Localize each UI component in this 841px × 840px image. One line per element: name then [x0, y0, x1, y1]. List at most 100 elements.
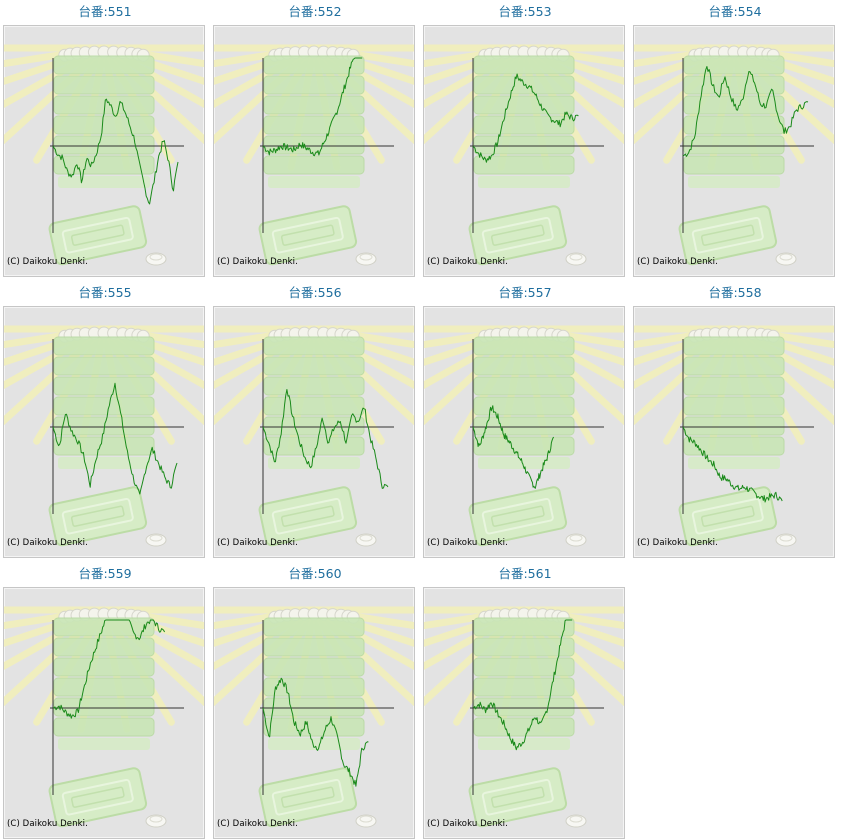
background-artwork	[424, 44, 624, 266]
slump-graph	[260, 57, 394, 233]
machine-cell-9: 台番:560 (C) Daikoku Denki.	[210, 565, 420, 839]
ball-tray	[468, 486, 568, 547]
copyright-text: (C) Daikoku Denki.	[7, 538, 88, 548]
copyright-text: (C) Daikoku Denki.	[7, 819, 88, 829]
slump-graph	[260, 620, 394, 795]
copyright-text: (C) Daikoku Denki.	[217, 538, 298, 548]
slump-graph-panel[interactable]: (C) Daikoku Denki.	[213, 25, 415, 277]
machine-number-link[interactable]: 台番:551	[78, 4, 132, 19]
copyright-text: (C) Daikoku Denki.	[7, 257, 88, 267]
machine-cell-5: 台番:556 (C) Daikoku Denki.	[210, 284, 420, 558]
ball-tray	[48, 486, 148, 547]
machine-number-link[interactable]: 台番:553	[498, 4, 552, 19]
coin	[565, 252, 587, 266]
machine-cell-10: 台番:561 (C) Daikoku Denki.	[420, 565, 630, 839]
ball-tray	[48, 205, 148, 266]
copyright-text: (C) Daikoku Denki.	[427, 538, 508, 548]
box-stack	[263, 336, 365, 469]
coin	[775, 533, 797, 547]
background-artwork	[4, 325, 204, 547]
slump-graph-panel[interactable]: (C) Daikoku Denki.	[633, 25, 835, 277]
ball-tray	[678, 486, 778, 547]
coin	[565, 814, 587, 828]
coin	[145, 814, 167, 828]
background-artwork	[424, 325, 624, 547]
background-artwork	[634, 325, 834, 547]
copyright-text: (C) Daikoku Denki.	[427, 819, 508, 829]
coin	[565, 533, 587, 547]
machine-number-link[interactable]: 台番:558	[708, 285, 762, 300]
background-artwork	[424, 606, 624, 828]
ball-tray	[468, 205, 568, 266]
coin	[355, 533, 377, 547]
machine-number-link[interactable]: 台番:552	[288, 4, 342, 19]
ball-tray	[258, 205, 358, 266]
coin	[355, 814, 377, 828]
slump-graph	[680, 58, 814, 233]
ball-tray	[48, 767, 148, 828]
slump-graph-panel[interactable]: (C) Daikoku Denki.	[423, 587, 625, 839]
background-artwork	[4, 44, 204, 266]
slump-line	[472, 405, 555, 489]
slump-graph	[470, 339, 604, 514]
background-artwork	[634, 44, 834, 266]
background-artwork	[214, 325, 414, 547]
machine-number-link[interactable]: 台番:561	[498, 566, 552, 581]
machine-number-link[interactable]: 台番:556	[288, 285, 342, 300]
copyright-text: (C) Daikoku Denki.	[217, 257, 298, 267]
machine-number-link[interactable]: 台番:559	[78, 566, 132, 581]
slump-graph	[260, 339, 394, 514]
background-artwork	[214, 44, 414, 266]
copyright-text: (C) Daikoku Denki.	[427, 257, 508, 267]
slump-graph-panel[interactable]: (C) Daikoku Denki.	[213, 306, 415, 558]
slump-line	[472, 619, 573, 751]
machine-number-link[interactable]: 台番:557	[498, 285, 552, 300]
machine-cell-7: 台番:558 (C) Daikoku Denki.	[630, 284, 840, 558]
machine-cell-8: 台番:559 (C) Daikoku Denki.	[0, 565, 210, 839]
background-artwork	[4, 606, 204, 828]
box-stack	[263, 617, 365, 750]
slump-line	[682, 66, 809, 157]
background-artwork	[214, 606, 414, 828]
slump-graph	[50, 339, 184, 514]
slump-graph-panel[interactable]: (C) Daikoku Denki.	[423, 306, 625, 558]
machine-cell-1: 台番:552 (C) Daikoku Denki.	[210, 3, 420, 277]
copyright-text: (C) Daikoku Denki.	[637, 257, 718, 267]
ball-tray	[258, 767, 358, 828]
slump-graph-panel[interactable]: (C) Daikoku Denki.	[3, 587, 205, 839]
slump-graph	[470, 619, 604, 795]
slump-graph-panel[interactable]: (C) Daikoku Denki.	[3, 306, 205, 558]
slump-graph	[50, 58, 184, 233]
box-stack	[53, 55, 155, 188]
box-stack	[473, 336, 575, 469]
ball-tray	[468, 767, 568, 828]
slump-graph	[470, 58, 604, 233]
slump-line	[262, 57, 363, 157]
slump-graph-panel[interactable]: (C) Daikoku Denki.	[3, 25, 205, 277]
box-stack	[263, 55, 365, 188]
slump-line	[52, 382, 178, 495]
box-stack	[53, 617, 155, 750]
box-stack	[683, 336, 785, 469]
machine-number-link[interactable]: 台番:560	[288, 566, 342, 581]
slump-graph-panel[interactable]: (C) Daikoku Denki.	[633, 306, 835, 558]
machine-number-link[interactable]: 台番:555	[78, 285, 132, 300]
machine-number-link[interactable]: 台番:554	[708, 4, 762, 19]
slump-graph-panel[interactable]: (C) Daikoku Denki.	[213, 587, 415, 839]
machine-cell-0: 台番:551 (C) Daikoku Denki.	[0, 3, 210, 277]
slump-line	[52, 619, 166, 719]
slump-graph-panel[interactable]: (C) Daikoku Denki.	[423, 25, 625, 277]
ball-tray	[678, 205, 778, 266]
machine-cell-3: 台番:554 (C) Daikoku Denki.	[630, 3, 840, 277]
slump-graph	[50, 619, 184, 795]
coin	[355, 252, 377, 266]
machine-cell-6: 台番:557 (C) Daikoku Denki.	[420, 284, 630, 558]
slump-line	[682, 426, 783, 503]
slump-line	[52, 98, 179, 205]
coin	[145, 533, 167, 547]
slump-graph	[680, 339, 814, 514]
coin	[145, 252, 167, 266]
copyright-text: (C) Daikoku Denki.	[637, 538, 718, 548]
box-stack	[473, 55, 575, 188]
machine-cell-2: 台番:553 (C) Daikoku Denki.	[420, 3, 630, 277]
